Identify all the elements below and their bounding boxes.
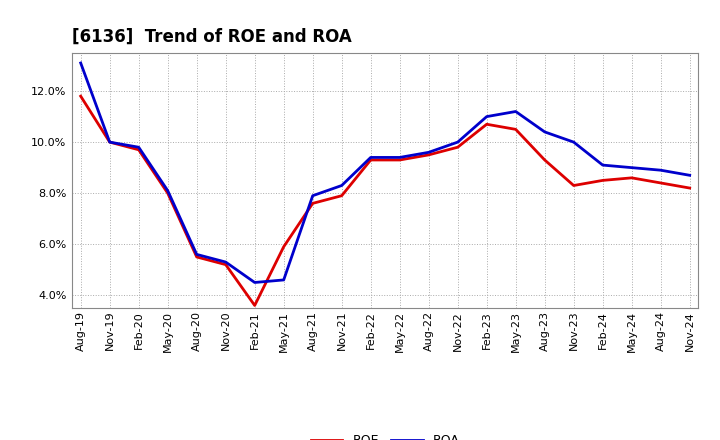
ROA	[163, 188, 172, 193]
ROE	[251, 303, 259, 308]
ROA	[135, 145, 143, 150]
ROE	[627, 175, 636, 180]
ROE	[105, 139, 114, 145]
ROA	[366, 155, 375, 160]
ROA	[395, 155, 404, 160]
ROE	[454, 145, 462, 150]
ROA	[424, 150, 433, 155]
ROE	[308, 201, 317, 206]
ROA	[657, 168, 665, 173]
ROE	[598, 178, 607, 183]
ROE	[221, 262, 230, 267]
ROA	[454, 139, 462, 145]
ROA	[308, 193, 317, 198]
ROE	[395, 158, 404, 163]
ROA	[105, 139, 114, 145]
ROA	[279, 277, 288, 282]
ROA	[598, 162, 607, 168]
ROA	[685, 172, 694, 178]
ROE	[541, 158, 549, 163]
Text: [6136]  Trend of ROE and ROA: [6136] Trend of ROE and ROA	[72, 28, 352, 46]
ROE	[163, 191, 172, 196]
ROA	[338, 183, 346, 188]
ROA	[76, 60, 85, 66]
ROE	[685, 185, 694, 191]
ROA	[541, 129, 549, 135]
ROE	[338, 193, 346, 198]
ROA	[482, 114, 491, 119]
ROE	[424, 152, 433, 158]
ROE	[279, 244, 288, 249]
ROE	[511, 127, 520, 132]
ROE	[657, 180, 665, 186]
ROE	[192, 254, 201, 260]
ROE	[76, 94, 85, 99]
Line: ROE: ROE	[81, 96, 690, 305]
ROE	[135, 147, 143, 152]
ROA	[221, 260, 230, 265]
ROE	[482, 121, 491, 127]
ROE	[570, 183, 578, 188]
ROA	[251, 280, 259, 285]
ROA	[570, 139, 578, 145]
ROA	[627, 165, 636, 170]
ROA	[192, 252, 201, 257]
ROA	[511, 109, 520, 114]
Legend: ROE, ROA: ROE, ROA	[306, 429, 464, 440]
ROE	[366, 158, 375, 163]
Line: ROA: ROA	[81, 63, 690, 282]
